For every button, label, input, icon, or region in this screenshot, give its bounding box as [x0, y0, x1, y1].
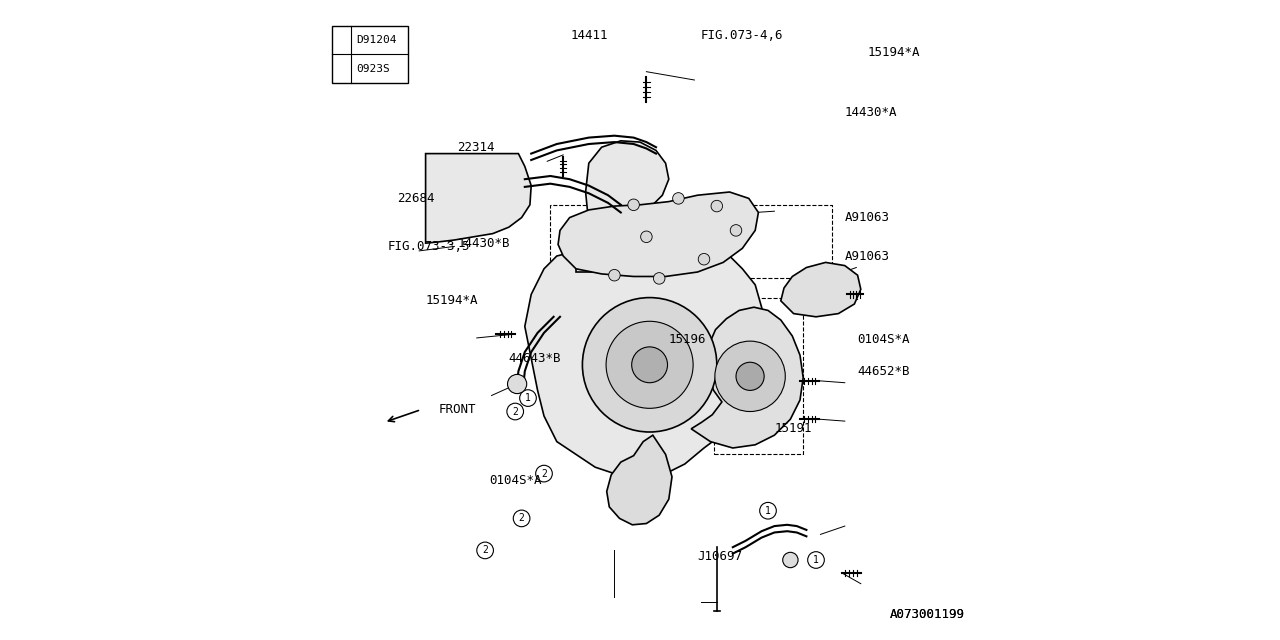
Text: 15196: 15196 [668, 333, 707, 346]
Polygon shape [607, 435, 672, 525]
Text: 1: 1 [813, 555, 819, 565]
Circle shape [783, 552, 799, 568]
Text: 0104S*A: 0104S*A [489, 474, 541, 486]
Circle shape [673, 193, 685, 204]
Text: A073001199: A073001199 [890, 608, 965, 621]
Text: A91063: A91063 [845, 250, 890, 262]
Text: 14430*B: 14430*B [458, 237, 511, 250]
Text: 2: 2 [518, 513, 525, 524]
Text: D91204: D91204 [356, 35, 397, 45]
Text: 1: 1 [525, 393, 531, 403]
Text: 0104S*A: 0104S*A [858, 333, 910, 346]
Circle shape [699, 253, 709, 265]
Text: 22684: 22684 [397, 192, 434, 205]
Text: A073001199: A073001199 [890, 608, 965, 621]
Circle shape [507, 374, 527, 394]
Text: 44652*B: 44652*B [858, 365, 910, 378]
FancyBboxPatch shape [332, 26, 408, 83]
Text: A91063: A91063 [845, 211, 890, 224]
Circle shape [641, 231, 652, 243]
Text: 1: 1 [338, 35, 344, 45]
Circle shape [714, 341, 786, 412]
Circle shape [582, 298, 717, 432]
Text: 15194*A: 15194*A [425, 294, 479, 307]
Circle shape [628, 199, 640, 211]
Circle shape [609, 269, 621, 281]
Circle shape [730, 225, 742, 236]
Polygon shape [585, 141, 668, 227]
Text: 14430*A: 14430*A [845, 106, 897, 118]
Text: 0923S: 0923S [356, 64, 389, 74]
Text: FRONT: FRONT [438, 403, 476, 416]
Text: 1: 1 [765, 506, 771, 516]
Polygon shape [525, 243, 768, 477]
Text: FIG.073-4,6: FIG.073-4,6 [701, 29, 783, 42]
Text: 44643*B: 44643*B [508, 352, 562, 365]
Polygon shape [691, 307, 804, 448]
Polygon shape [576, 221, 646, 272]
Polygon shape [558, 192, 759, 276]
Polygon shape [781, 262, 860, 317]
Text: 15191: 15191 [774, 422, 812, 435]
Circle shape [632, 347, 668, 383]
Text: 14411: 14411 [570, 29, 608, 42]
Polygon shape [425, 154, 531, 243]
Circle shape [607, 321, 694, 408]
Text: 2: 2 [512, 406, 518, 417]
Text: FIG.073-3,5: FIG.073-3,5 [387, 240, 470, 253]
Text: 2: 2 [483, 545, 488, 556]
Text: 2: 2 [338, 64, 344, 74]
Circle shape [736, 362, 764, 390]
Text: J10697: J10697 [698, 550, 742, 563]
Circle shape [654, 273, 666, 284]
Text: 15194*A: 15194*A [868, 46, 920, 59]
Text: 22314: 22314 [458, 141, 495, 154]
Circle shape [712, 200, 722, 212]
Text: 2: 2 [541, 468, 547, 479]
